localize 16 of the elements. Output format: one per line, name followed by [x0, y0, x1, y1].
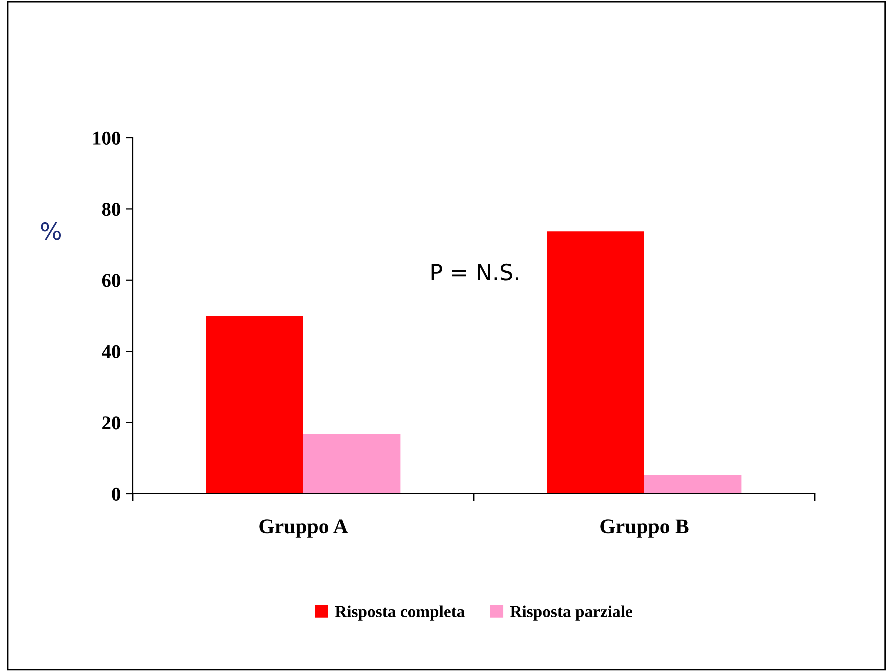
y-axis-title: %: [41, 222, 62, 240]
bar: [547, 232, 644, 494]
bar: [644, 475, 742, 494]
y-tick-label: 60: [102, 274, 120, 288]
legend-label: Risposta parziale: [510, 606, 632, 621]
y-tick-label: 80: [102, 203, 120, 216]
x-tick-label: Gruppo A: [260, 520, 348, 538]
bar: [206, 316, 304, 494]
x-tick-label: Gruppo B: [600, 520, 689, 538]
bar: [304, 434, 401, 494]
legend-label: Risposta completa: [335, 606, 465, 621]
annotation: P = N.S.: [432, 264, 518, 281]
y-tick-label: 40: [102, 345, 120, 359]
y-tick-label: 0: [112, 488, 120, 501]
y-tick-label: 20: [102, 416, 120, 430]
y-tick-label: 100: [94, 132, 120, 145]
